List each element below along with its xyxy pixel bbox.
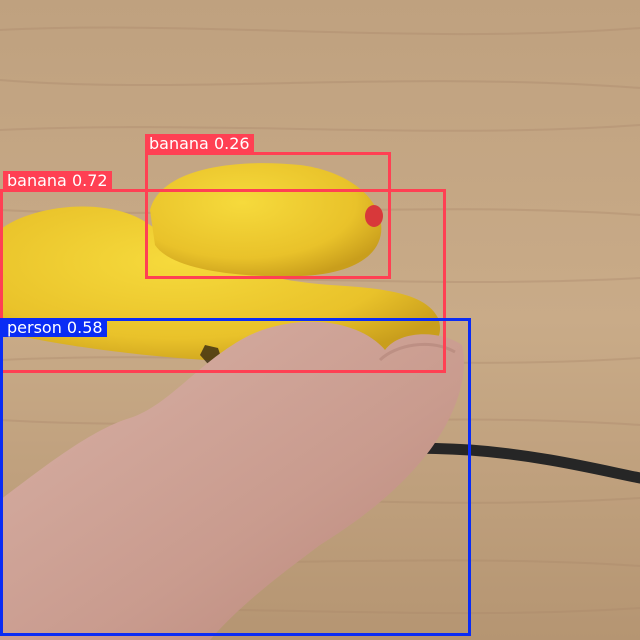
hand (0, 321, 464, 640)
detection-label: banana 0.26 (145, 134, 254, 153)
detection-label: banana 0.72 (3, 171, 112, 190)
detection-box-person: person 0.58 (0, 318, 471, 636)
detection-label: person 0.58 (3, 318, 107, 337)
detection-box-banana: banana 0.72 (0, 171, 446, 373)
detection-box-banana: banana 0.26 (145, 134, 391, 279)
